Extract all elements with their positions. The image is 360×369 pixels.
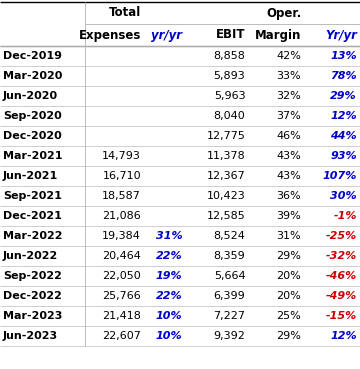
Text: 19%: 19% [156,271,183,281]
Text: 10,423: 10,423 [207,191,246,201]
Text: 11,378: 11,378 [207,151,246,161]
Text: 22%: 22% [156,251,183,261]
Text: 16,710: 16,710 [102,171,141,181]
Text: 93%: 93% [330,151,357,161]
Text: 10%: 10% [156,311,183,321]
Text: EBIT: EBIT [216,28,246,41]
Text: 25%: 25% [276,311,301,321]
Text: -32%: -32% [326,251,357,261]
Text: 32%: 32% [276,91,301,101]
Text: 12,775: 12,775 [207,131,246,141]
Text: -46%: -46% [326,271,357,281]
Text: -1%: -1% [333,211,357,221]
Text: 8,040: 8,040 [213,111,246,121]
Text: 43%: 43% [276,171,301,181]
Text: 39%: 39% [276,211,301,221]
Text: -49%: -49% [326,291,357,301]
Text: 13%: 13% [330,51,357,61]
Text: Mar-2022: Mar-2022 [3,231,63,241]
Text: 22,607: 22,607 [102,331,141,341]
Text: 29%: 29% [276,251,301,261]
Text: 20%: 20% [276,271,301,281]
Text: -15%: -15% [326,311,357,321]
Text: 19,384: 19,384 [102,231,141,241]
Text: Dec-2020: Dec-2020 [3,131,62,141]
Text: Sep-2022: Sep-2022 [3,271,62,281]
Text: 25,766: 25,766 [102,291,141,301]
Text: 107%: 107% [323,171,357,181]
Text: Jun-2021: Jun-2021 [3,171,58,181]
Text: 33%: 33% [276,71,301,81]
Text: 18,587: 18,587 [102,191,141,201]
Text: 20,464: 20,464 [102,251,141,261]
Text: 43%: 43% [276,151,301,161]
Text: 21,418: 21,418 [102,311,141,321]
Text: Dec-2022: Dec-2022 [3,291,62,301]
Text: Mar-2023: Mar-2023 [3,311,62,321]
Text: Yr/yr: Yr/yr [325,28,357,41]
Text: 8,524: 8,524 [213,231,246,241]
Text: 46%: 46% [276,131,301,141]
Text: 12%: 12% [330,111,357,121]
Text: 20%: 20% [276,291,301,301]
Text: 12,367: 12,367 [207,171,246,181]
Text: Dec-2021: Dec-2021 [3,211,62,221]
Text: 8,359: 8,359 [213,251,246,261]
Text: Total: Total [109,7,141,20]
Text: 8,858: 8,858 [213,51,246,61]
Text: Expenses: Expenses [78,28,141,41]
Text: 44%: 44% [330,131,357,141]
Text: Jun-2023: Jun-2023 [3,331,58,341]
Text: 31%: 31% [276,231,301,241]
Text: 6,399: 6,399 [213,291,246,301]
Text: 21,086: 21,086 [102,211,141,221]
Text: Mar-2020: Mar-2020 [3,71,62,81]
Text: Margin: Margin [255,28,301,41]
Text: 14,793: 14,793 [102,151,141,161]
Text: 29%: 29% [330,91,357,101]
Text: 5,664: 5,664 [214,271,246,281]
Text: 10%: 10% [156,331,183,341]
Text: 5,893: 5,893 [213,71,246,81]
Text: 5,963: 5,963 [214,91,246,101]
Text: Sep-2020: Sep-2020 [3,111,62,121]
Text: Dec-2019: Dec-2019 [3,51,62,61]
Text: 36%: 36% [276,191,301,201]
Text: Oper.: Oper. [266,7,301,20]
Text: 37%: 37% [276,111,301,121]
Text: Jun-2020: Jun-2020 [3,91,58,101]
Text: 42%: 42% [276,51,301,61]
Text: Mar-2021: Mar-2021 [3,151,63,161]
Text: 22,050: 22,050 [102,271,141,281]
Text: 9,392: 9,392 [213,331,246,341]
Text: 78%: 78% [330,71,357,81]
Text: yr/yr: yr/yr [152,28,183,41]
Text: -25%: -25% [326,231,357,241]
Text: Sep-2021: Sep-2021 [3,191,62,201]
Text: 7,227: 7,227 [213,311,246,321]
Text: 12,585: 12,585 [207,211,246,221]
Text: 31%: 31% [156,231,183,241]
Text: 29%: 29% [276,331,301,341]
Text: Jun-2022: Jun-2022 [3,251,58,261]
Text: 12%: 12% [330,331,357,341]
Text: 30%: 30% [330,191,357,201]
Text: 22%: 22% [156,291,183,301]
